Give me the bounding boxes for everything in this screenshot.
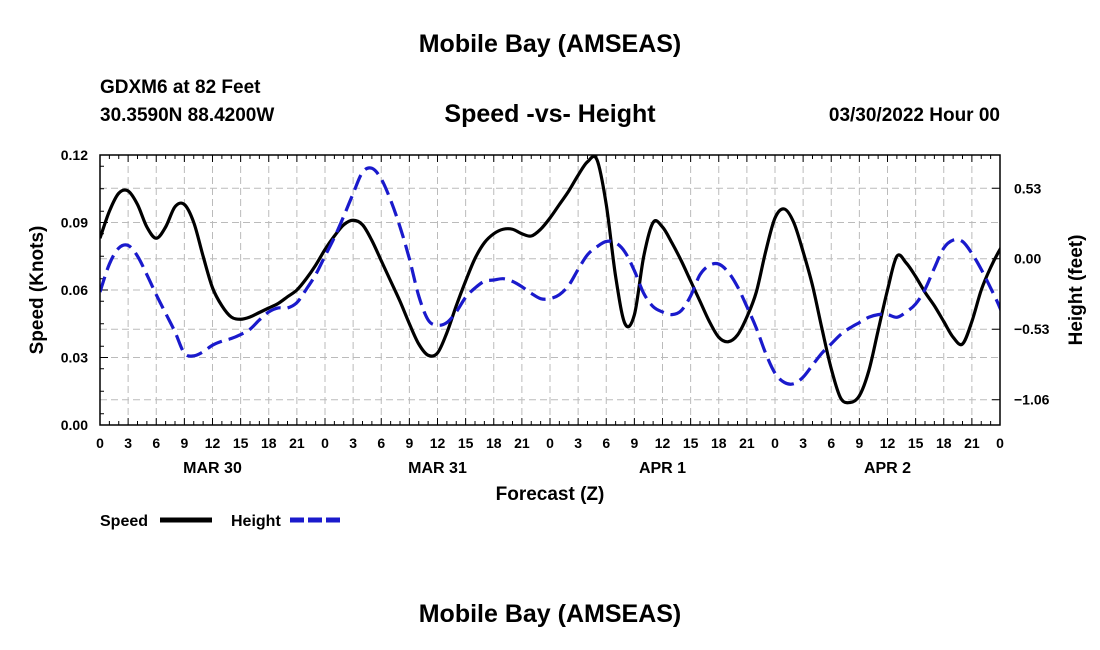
x-tick-label: 12 — [880, 435, 896, 451]
x-tick-label: 9 — [855, 435, 863, 451]
x-tick-label: 3 — [124, 435, 132, 451]
x-tick-label: 15 — [233, 435, 249, 451]
x-tick-label: 9 — [405, 435, 413, 451]
x-tick-label: 21 — [739, 435, 755, 451]
height-series-line — [100, 166, 1000, 386]
speed-series-line — [100, 154, 1000, 405]
x-tick-label: 3 — [799, 435, 807, 451]
y-axis-label: Speed (Knots) — [27, 226, 48, 355]
x-day-label: APR 2 — [864, 460, 911, 477]
x-tick-label: 0 — [996, 435, 1004, 451]
x-tick-label: 18 — [936, 435, 952, 451]
x-day-label: MAR 30 — [183, 460, 242, 477]
x-tick-label: 9 — [630, 435, 638, 451]
forecast-timestamp: 03/30/2022 Hour 00 — [828, 105, 1000, 126]
y-tick-label: 0.06 — [61, 282, 88, 298]
x-tick-label: 18 — [261, 435, 277, 451]
x-tick-label: 3 — [574, 435, 582, 451]
x-tick-label: 6 — [152, 435, 160, 451]
x-tick-label: 6 — [827, 435, 835, 451]
footer-title: Mobile Bay (AMSEAS) — [418, 600, 682, 628]
x-tick-label: 15 — [908, 435, 924, 451]
y-tick-label: 0.00 — [61, 417, 88, 433]
x-tick-label: 6 — [602, 435, 610, 451]
x-tick-label: 0 — [96, 435, 104, 451]
y2-tick-label: 0.00 — [1014, 251, 1041, 267]
x-tick-label: 0 — [771, 435, 779, 451]
plot-frame — [99, 154, 1001, 426]
y2-tick-label: 0.53 — [1014, 180, 1041, 196]
x-tick-label: 9 — [180, 435, 188, 451]
chart-subtitle: Speed -vs- Height — [444, 100, 656, 128]
x-tick-label: 3 — [349, 435, 357, 451]
x-tick-label: 6 — [377, 435, 385, 451]
x-tick-label: 12 — [430, 435, 446, 451]
x-tick-label: 12 — [205, 435, 221, 451]
y2-axis-label: Height (feet) — [1066, 235, 1087, 346]
x-day-label: MAR 31 — [408, 460, 467, 477]
x-day-label: APR 1 — [639, 460, 686, 477]
legend-height-label: Height — [231, 513, 281, 530]
station-coordinates: 30.3590N 88.4200W — [100, 105, 275, 126]
x-tick-label: 21 — [514, 435, 530, 451]
x-tick-label: 18 — [711, 435, 727, 451]
x-tick-label: 15 — [458, 435, 474, 451]
x-tick-label: 12 — [655, 435, 671, 451]
x-tick-label: 18 — [486, 435, 502, 451]
legend-speed-label: Speed — [100, 513, 148, 530]
x-axis-label: Forecast (Z) — [496, 484, 605, 505]
series-group — [100, 154, 1000, 405]
y-tick-label: 0.09 — [61, 215, 88, 231]
y-tick-label: 0.12 — [61, 147, 88, 163]
y2-tick-label: −1.06 — [1014, 392, 1050, 408]
station-label: GDXM6 at 82 Feet — [100, 77, 261, 98]
y-tick-label: 0.03 — [61, 350, 88, 366]
y2-tick-label: −0.53 — [1014, 321, 1050, 337]
x-tick-label: 15 — [683, 435, 699, 451]
chart-main-title: Mobile Bay (AMSEAS) — [418, 30, 682, 58]
x-tick-label: 0 — [546, 435, 554, 451]
x-tick-label: 21 — [964, 435, 980, 451]
x-tick-label: 21 — [289, 435, 305, 451]
x-tick-label: 0 — [321, 435, 329, 451]
